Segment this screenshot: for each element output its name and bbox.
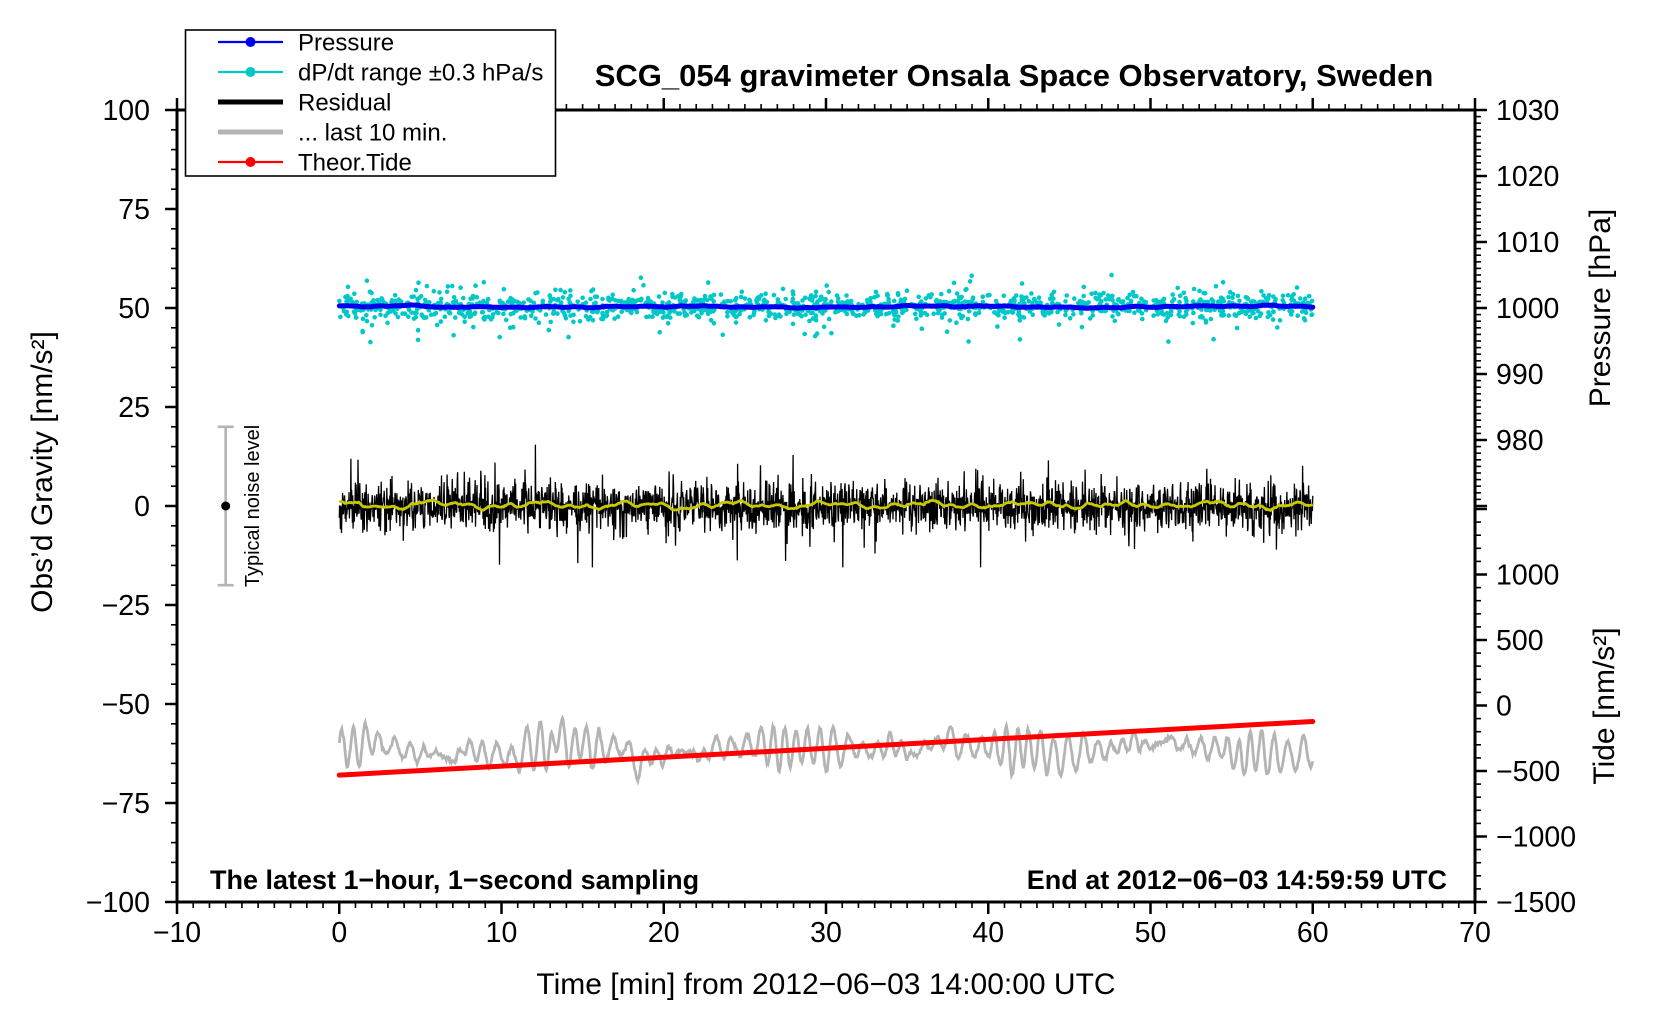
- tide-tick-label: 500: [1496, 625, 1544, 657]
- tide-tick-label: 1000: [1496, 560, 1559, 592]
- series-residual-lowpass-line: [338, 498, 1314, 513]
- end-time-note: End at 2012−06−03 14:59:59 UTC: [1027, 865, 1447, 895]
- tide-tick-label: −1000: [1496, 822, 1576, 854]
- chart-title: SCG_054 gravimeter Onsala Space Observat…: [595, 58, 1434, 93]
- gravity-tick-label: −25: [102, 590, 150, 622]
- gravity-tick-label: −100: [86, 887, 150, 919]
- x-tick-label: 50: [1135, 917, 1167, 949]
- gravity-tick-label: 100: [102, 95, 150, 127]
- legend-item-label: dP/dt range ±0.3 hPa/s: [298, 60, 543, 87]
- x-tick-label: 0: [331, 917, 347, 949]
- legend-item: ... last 10 min.: [218, 120, 447, 147]
- x-tick-label: 30: [810, 917, 842, 949]
- gravity-tick-label: 25: [118, 392, 150, 424]
- series-theor-tide-line: [336, 719, 1316, 778]
- legend-swatch-dot: [245, 157, 256, 167]
- x-axis-label: Time [min] from 2012−06−03 14:00:00 UTC: [536, 968, 1115, 1001]
- legend-item-label: Residual: [298, 90, 391, 117]
- typical-noise-level-label: Typical noise level: [242, 425, 264, 587]
- tide-tick-label: −500: [1496, 756, 1560, 788]
- legend-box: Pressure dP/dt range ±0.3 hPa/s Residual..…: [184, 29, 557, 177]
- legend-item: dP/dt range ±0.3 hPa/s: [218, 60, 543, 87]
- pressure-tick-label: 1030: [1496, 95, 1559, 127]
- pressure-tick-label: 980: [1496, 425, 1544, 457]
- legend-swatch-dot: [245, 37, 256, 47]
- x-tick-label: 20: [648, 917, 680, 949]
- x-tick-label: 10: [486, 917, 518, 949]
- series-last10min-line: [337, 714, 1315, 786]
- pressure-tick-label: 1010: [1496, 227, 1559, 259]
- series-pressure-line: [336, 302, 1316, 311]
- legend-item-label: Pressure: [298, 30, 394, 57]
- gravity-tick-label: 50: [118, 293, 150, 325]
- pressure-axis-label: Pressure [hPa]: [1584, 209, 1617, 407]
- legend-item: Theor.Tide: [218, 150, 412, 177]
- gravity-tick-label: 0: [134, 491, 150, 523]
- noise-indicator: [217, 425, 234, 587]
- x-tick-label: 40: [972, 917, 1004, 949]
- legend-item: Pressure: [218, 30, 394, 57]
- left-y-axis-label: Obs’d Gravity [nm/s²]: [26, 331, 59, 613]
- x-tick-label: −10: [153, 917, 201, 949]
- gravity-tick-label: 75: [118, 194, 150, 226]
- sampling-note: The latest 1−hour, 1−second sampling: [210, 865, 699, 895]
- noise-errorbar-dot: [221, 501, 231, 511]
- tide-tick-label: −1500: [1496, 887, 1576, 919]
- gravity-tick-label: −50: [102, 689, 150, 721]
- gravity-tick-label: −75: [102, 788, 150, 820]
- legend-swatch-dot: [245, 67, 256, 77]
- series-layer: [336, 272, 1316, 786]
- x-tick-label: 60: [1297, 917, 1329, 949]
- legend-item-label: ... last 10 min.: [298, 120, 447, 147]
- legend-item: Residual: [218, 90, 391, 117]
- x-tick-label: 70: [1459, 917, 1491, 949]
- plot-frame: [175, 108, 1477, 904]
- pressure-tick-label: 1020: [1496, 161, 1559, 193]
- tide-tick-label: 0: [1496, 691, 1512, 723]
- axes-layer: −10 0 10 20 30 40 50 60 70−100−75−50−25025507510…: [86, 95, 1576, 949]
- legend-item-label: Theor.Tide: [298, 150, 412, 177]
- pressure-tick-label: 1000: [1496, 293, 1559, 325]
- tide-axis-label: Tide [nm/s²]: [1588, 627, 1621, 784]
- pressure-tick-label: 990: [1496, 359, 1544, 391]
